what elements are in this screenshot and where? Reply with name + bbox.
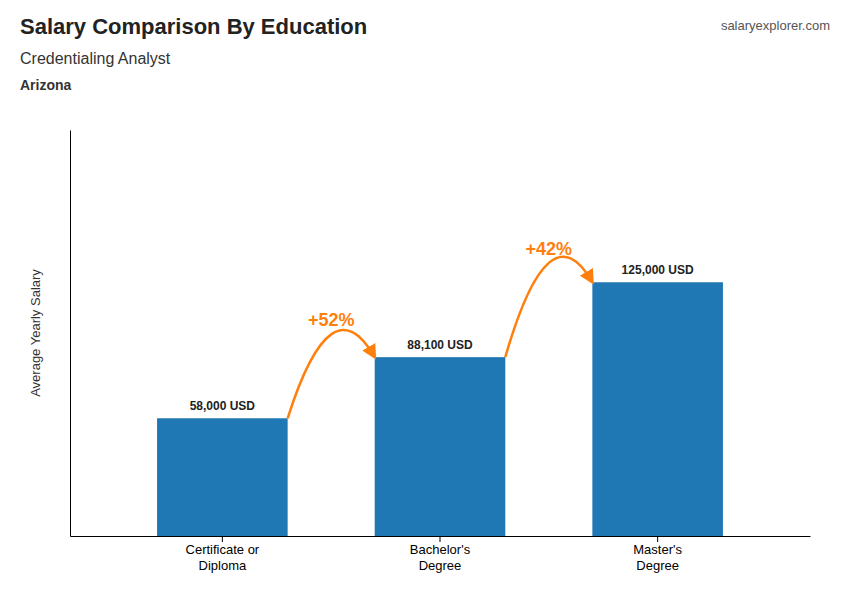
arrows [288, 257, 593, 419]
x-axis: Certificate orDiplomaBachelor'sDegreeMas… [71, 536, 811, 573]
arrow-label: +42% [526, 239, 573, 259]
y-axis-title: Average Yearly Salary [28, 269, 43, 397]
subtitle: Credentialing Analyst [20, 50, 171, 67]
x-tick: Certificate orDiploma [186, 536, 260, 573]
x-tick: Master'sDegree [633, 536, 682, 573]
title: Salary Comparison By Education [20, 14, 367, 39]
arrow [505, 257, 592, 357]
x-tick-label-line: Certificate or [186, 542, 260, 557]
bars [157, 282, 723, 536]
source: salaryexplorer.com [721, 18, 830, 33]
x-tick-label-line: Master's [633, 542, 682, 557]
plot-area: Average Yearly Salary Certificate orDiplo… [28, 131, 811, 573]
data-label: 125,000 USD [622, 263, 694, 277]
x-tick: Bachelor'sDegree [410, 536, 471, 573]
data-label: 58,000 USD [190, 399, 256, 413]
x-tick-label-line: Degree [419, 558, 462, 573]
x-tick-label-line: Diploma [199, 558, 247, 573]
x-tick-label-line: Bachelor's [410, 542, 471, 557]
bar [592, 282, 723, 536]
arrow [288, 330, 375, 418]
arrow-label: +52% [308, 310, 355, 330]
chart: Salary Comparison By Education Credential… [0, 0, 850, 606]
x-tick-label: Master'sDegree [633, 542, 682, 573]
x-tick-label-line: Degree [636, 558, 679, 573]
x-tick-mark [657, 536, 658, 542]
x-tick-mark [222, 536, 223, 542]
x-tick-mark [440, 536, 441, 542]
bar [375, 357, 506, 536]
data-label: 88,100 USD [407, 338, 473, 352]
bar [157, 418, 288, 536]
y-axis-line [70, 131, 71, 537]
x-tick-label: Bachelor'sDegree [410, 542, 471, 573]
x-tick-label: Certificate orDiploma [186, 542, 260, 573]
y-axis [70, 131, 71, 537]
location: Arizona [20, 77, 72, 93]
